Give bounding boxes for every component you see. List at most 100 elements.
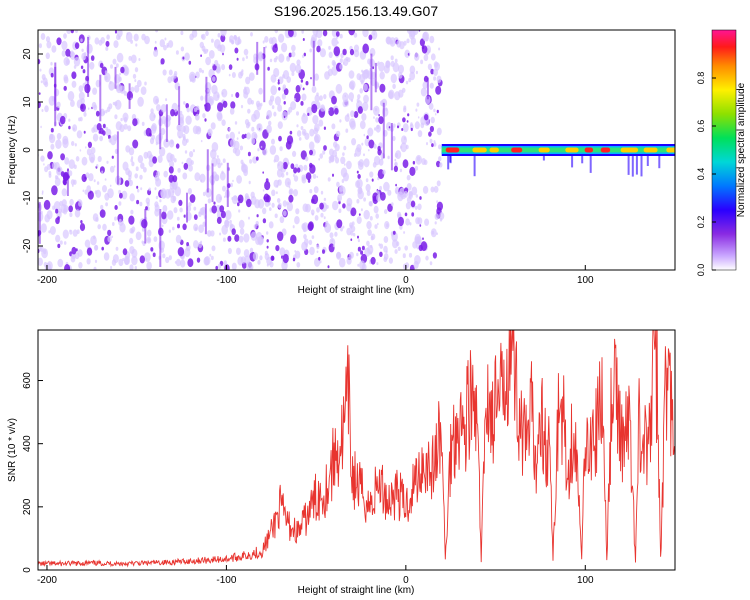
spectrogram-noise-blob: [432, 252, 437, 259]
spectrogram-noise-blob: [296, 59, 301, 66]
spectrogram-noise-blob: [108, 134, 111, 140]
spectrogram-noise-blob: [118, 258, 124, 267]
spectrogram-noise-blob: [40, 33, 46, 40]
spectrogram-noise-blob: [186, 157, 193, 167]
spectrogram-noise-blob: [402, 117, 406, 123]
spectrogram-noise-blob: [84, 109, 87, 113]
spectrogram-noise-blob: [332, 244, 335, 248]
spectrogram-noise-blob: [202, 113, 206, 119]
spectrogram-noise-streak: [114, 66, 117, 89]
spectrogram-noise-blob: [270, 85, 278, 96]
spectrogram-noise-blob: [292, 150, 297, 157]
spectrogram-noise-blob: [366, 221, 372, 230]
spectrogram-noise-blob: [216, 216, 222, 224]
spectrogram-noise-blob: [231, 262, 237, 270]
spectrogram-noise-blob: [40, 210, 43, 215]
spectrogram-noise-blob: [302, 203, 309, 212]
spectrogram-noise-blob: [175, 234, 182, 244]
spectrogram-x-tick-label: -100: [216, 275, 236, 286]
spectrogram-noise-blob: [277, 121, 283, 129]
spectrogram-noise-blob: [414, 121, 420, 130]
snr-panel: -200 -100 0 100 0 200 400 600 Height of straig…: [7, 329, 676, 596]
spectrogram-noise-blob: [50, 72, 54, 78]
spectrogram-noise-blob: [264, 180, 271, 191]
spectrogram-noise-blob: [338, 208, 342, 214]
spectrogram-noise-blob: [145, 257, 148, 261]
spectrogram-noise-blob: [361, 113, 367, 121]
spectrogram-noise-blob: [159, 199, 162, 203]
spectrogram-noise-blob: [433, 142, 437, 147]
spectrogram-noise-blob: [145, 197, 150, 205]
spectrogram-noise-blob: [46, 261, 53, 270]
spectrogram-noise-blob: [356, 199, 360, 204]
spectrogram-noise-blob: [169, 160, 175, 168]
spectrogram-noise-blob: [277, 163, 280, 167]
spectrogram-noise-blob: [323, 216, 326, 220]
spectrogram-noise-blob: [278, 33, 285, 43]
spectrogram-noise-blob: [82, 189, 85, 193]
spectrogram-signal-peak: [565, 147, 579, 153]
spectrogram-noise-blob: [193, 240, 199, 249]
spectrogram-noise-blob: [422, 237, 424, 240]
spectrogram-noise-blob: [399, 168, 403, 173]
spectrogram-noise-blob: [172, 190, 175, 194]
spectrogram-noise-blob: [189, 33, 194, 41]
spectrogram-y-ticks: -20 -10 0 10 20: [22, 48, 43, 253]
spectrogram-noise-blob: [220, 30, 227, 37]
spectrogram-noise-blob: [433, 108, 436, 113]
spectrogram-noise-blob: [73, 56, 81, 67]
spectrogram-noise-blob: [149, 112, 156, 122]
spectrogram-noise-blob: [74, 143, 77, 147]
spectrogram-noise-blob: [211, 205, 217, 214]
spectrogram-noise-blob: [302, 227, 307, 233]
spectrogram-noise-streak: [178, 86, 181, 125]
spectrogram-noise-blob: [55, 139, 62, 149]
spectrogram-noise-blob: [332, 173, 334, 177]
spectrogram-noise-blob: [423, 159, 428, 166]
spectrogram-noise-blob: [38, 101, 41, 109]
spectrogram-noise-blob: [180, 46, 185, 52]
spectrogram-noise-blob: [209, 253, 212, 257]
spectrogram-noise-blob: [240, 104, 244, 109]
spectrogram-noise-blob: [238, 209, 241, 213]
spectrogram-noise-blob: [231, 72, 236, 78]
spectrogram-noise-blob: [210, 255, 214, 261]
spectrogram-noise-blob: [139, 201, 143, 207]
spectrogram-noise-blob: [409, 65, 416, 74]
spectrogram-noise-blob: [328, 51, 333, 58]
spectrogram-noise-blob: [299, 84, 303, 88]
spectrogram-x-axis-label: Height of straight line (km): [298, 285, 415, 296]
spectrogram-noise-blob: [63, 205, 69, 213]
spectrogram-noise-blob: [413, 260, 419, 269]
spectrogram-noise-blob: [404, 245, 409, 251]
spectrogram-noise-blob: [311, 103, 318, 114]
spectrogram-noise-blob: [43, 249, 47, 255]
spectrogram-noise-blob: [75, 156, 80, 162]
spectrogram-noise-blob: [412, 30, 419, 36]
spectrogram-noise-blob: [385, 36, 391, 45]
spectrogram-noise-blob: [257, 260, 261, 265]
spectrogram-noise-blob: [123, 123, 128, 130]
spectrogram-noise-blob: [351, 138, 357, 146]
colorbar-ticks: 0.0 0.2 0.4 0.6 0.8: [696, 72, 716, 276]
spectrogram-noise-blob: [356, 98, 360, 103]
spectrogram-noise-blob: [366, 240, 370, 246]
spectrogram-noise-blob: [41, 109, 44, 112]
spectrogram-noise-blob: [119, 72, 121, 76]
spectrogram-noise-blob: [99, 166, 105, 174]
spectrogram-noise-blob: [404, 212, 408, 217]
spectrogram-noise-blob: [331, 30, 338, 37]
spectrogram-noise-blob: [270, 74, 277, 83]
spectrogram-noise-blob: [129, 246, 135, 254]
spectrogram-noise-blob: [56, 101, 61, 109]
spectrogram-noise-blob: [333, 141, 338, 148]
spectrogram-noise-blob: [107, 235, 112, 243]
spectrogram-noise-blob: [115, 246, 119, 251]
spectrogram-noise-blob: [394, 249, 398, 254]
spectrogram-noise-blob: [322, 249, 325, 254]
spectrogram-noise-blob: [408, 252, 413, 258]
spectrogram-noise-blob: [390, 55, 394, 61]
spectrogram-noise-blob: [359, 88, 364, 94]
spectrogram-noise-streak: [186, 192, 188, 223]
